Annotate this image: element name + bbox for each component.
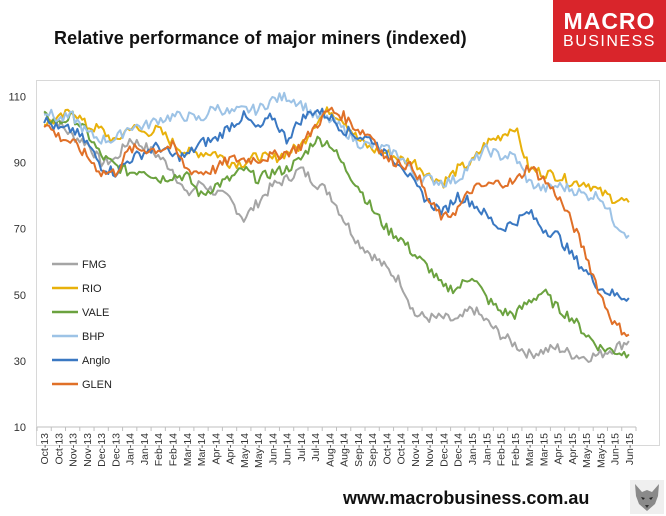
x-tick-label: Feb-14	[153, 433, 165, 466]
x-tick-label: Aug-14	[339, 433, 351, 467]
x-tick-label: May-14	[253, 433, 265, 468]
x-tick-label: Apr-15	[567, 433, 579, 465]
x-tick-label: Dec-13	[96, 433, 108, 467]
series-line-glen	[43, 106, 630, 337]
x-tick-label: Jun-14	[267, 433, 279, 465]
x-tick-label: Jun-15	[610, 433, 622, 465]
logo-line-2: BUSINESS	[563, 33, 656, 50]
x-tick-label: Nov-13	[68, 433, 80, 467]
y-tick-label: 70	[14, 224, 26, 236]
x-tick-label: Jan-15	[481, 433, 493, 465]
x-tick-label: May-14	[239, 433, 251, 468]
x-tick-label: Oct-13	[53, 433, 65, 465]
plot-area-frame	[36, 80, 660, 446]
x-tick-label: Jul-14	[310, 433, 322, 462]
legend-label-fmg: FMG	[82, 259, 106, 271]
x-tick-label: Apr-14	[210, 433, 222, 465]
series-line-fmg	[43, 112, 630, 363]
x-tick-label: Jul-14	[296, 433, 308, 462]
x-tick-label: Nov-14	[410, 433, 422, 467]
x-tick-label: Dec-14	[438, 433, 450, 467]
legend-label-glen: GLEN	[82, 379, 112, 391]
x-tick-label: Mar-14	[182, 433, 194, 466]
series-line-anglo	[43, 107, 630, 302]
logo-line-1: MACRO	[563, 8, 656, 34]
x-tick-label: Feb-15	[510, 433, 522, 466]
macrobusiness-logo: MACRO BUSINESS	[553, 0, 666, 62]
x-tick-label: Mar-15	[524, 433, 536, 466]
x-tick-label: Sep-14	[367, 433, 379, 467]
x-tick-label: Sep-14	[353, 433, 365, 467]
x-tick-label: Dec-14	[453, 433, 465, 467]
x-tick-label: Aug-14	[324, 433, 336, 467]
legend-label-vale: VALE	[82, 307, 109, 319]
wolf-head-icon	[630, 480, 664, 514]
x-tick-label: Jan-15	[467, 433, 479, 465]
legend-label-bhp: BHP	[82, 331, 105, 343]
x-tick-label: Oct-14	[396, 433, 408, 465]
x-tick-label: Jan-14	[139, 433, 151, 465]
x-tick-label: Apr-15	[553, 433, 565, 465]
x-tick-label: Oct-14	[381, 433, 393, 465]
x-tick-label: Oct-13	[39, 433, 51, 465]
x-tick-label: Nov-13	[82, 433, 94, 467]
series-line-vale	[43, 110, 630, 359]
y-tick-label: 10	[14, 422, 26, 434]
x-tick-label: Mar-15	[538, 433, 550, 466]
x-tick-label: Jan-14	[125, 433, 137, 465]
x-tick-label: Dec-13	[110, 433, 122, 467]
legend-label-rio: RIO	[82, 283, 102, 295]
x-tick-label: Jun-14	[282, 433, 294, 465]
chart-title: Relative performance of major miners (in…	[54, 28, 467, 48]
x-tick-label: Apr-14	[225, 433, 237, 465]
y-tick-label: 50	[14, 290, 26, 302]
y-tick-label: 30	[14, 356, 26, 368]
y-tick-label: 90	[14, 158, 26, 170]
legend-label-anglo: Anglo	[82, 355, 110, 367]
x-tick-label: Jun-15	[624, 433, 636, 465]
x-tick-label: Mar-14	[196, 433, 208, 466]
y-tick-label: 110	[8, 92, 26, 104]
x-tick-label: May-15	[595, 433, 607, 468]
footer-url[interactable]: www.macrobusiness.com.au	[343, 488, 590, 508]
x-tick-label: May-15	[581, 433, 593, 468]
x-tick-label: Feb-14	[167, 433, 179, 466]
x-tick-label: Nov-14	[424, 433, 436, 467]
x-tick-label: Feb-15	[496, 433, 508, 466]
